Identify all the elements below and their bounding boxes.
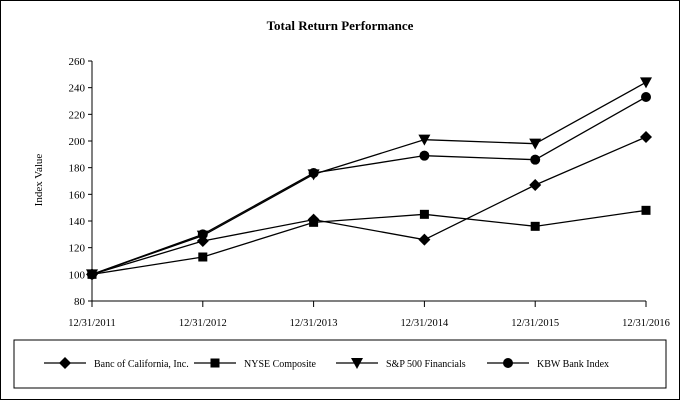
data-point [530,221,540,231]
legend-item: Banc of California, Inc. [44,357,189,370]
legend-marker [210,358,220,368]
y-tick-label: 200 [69,136,86,148]
y-tick-label: 140 [69,216,86,228]
legend-label: KBW Bank Index [537,359,609,370]
y-tick-label: 240 [69,83,86,95]
series-square [87,205,651,279]
y-tick-label: 160 [69,189,86,201]
y-tick-label: 80 [74,296,86,308]
data-point [309,217,319,227]
y-tick-label: 120 [69,243,86,255]
y-axis-label: Index Value [33,154,45,207]
data-point [418,134,431,146]
data-point [197,229,208,240]
y-tick-label: 260 [69,56,86,68]
x-tick-label: 12/31/2012 [179,318,227,329]
series-triangle-down [86,77,652,281]
data-point [87,269,97,280]
data-point [308,168,319,178]
data-point [418,233,431,246]
x-tick-label: 12/31/2016 [622,318,670,329]
series-line [91,136,647,275]
series-line [91,81,647,275]
data-point [641,92,651,102]
legend-box [13,339,667,389]
legend-marker [503,358,513,368]
data-point [640,131,652,143]
x-tick-label: 12/31/2013 [290,318,338,329]
legend-marker [351,358,363,369]
data-point [530,154,541,165]
data-point [641,205,651,215]
data-point [419,209,429,219]
series-line [91,96,647,275]
axes: 80 100 120 140 160 180 200 220 240 260 12/31/2011 1… [68,56,670,329]
legend-marker [59,357,71,369]
y-tick-label: 180 [69,163,86,175]
data-point [419,150,430,161]
data-point [529,138,542,150]
data-point [640,77,652,89]
legend-item: S&P 500 Financials [336,358,466,370]
legend-item: NYSE Composite [194,358,317,370]
x-tick-label: 12/31/2015 [511,318,559,329]
data-point [529,179,542,191]
series-line [91,209,647,275]
legend: Banc of California, Inc. NYSE Composite S&… [44,357,609,370]
series-diamond [86,131,652,281]
y-tick-label: 220 [69,109,86,121]
series-layer [86,77,652,281]
x-tick-label: 12/31/2011 [68,318,115,329]
legend-item: KBW Bank Index [487,358,609,370]
y-tick-label: 100 [69,269,86,281]
legend-label: S&P 500 Financials [386,359,466,370]
legend-label: NYSE Composite [244,359,317,370]
data-point [198,252,208,262]
chart-title: Total Return Performance [267,18,414,33]
series-circle [87,92,651,280]
x-tick-label: 12/31/2014 [400,318,449,329]
legend-label: Banc of California, Inc. [94,359,189,370]
